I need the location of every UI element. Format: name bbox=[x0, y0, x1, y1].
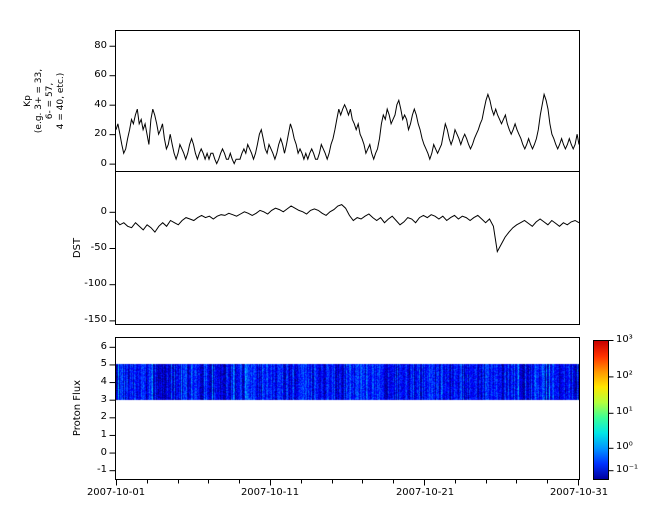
y-tick-label: 80 bbox=[94, 39, 107, 51]
x-tick-label: 2007-10-11 bbox=[240, 487, 300, 498]
x-tick-label: 2007-10-21 bbox=[395, 487, 455, 498]
proton-flux-spectrogram bbox=[116, 338, 579, 479]
kp-axis-label: Kp (e.g. 3+ = 33, 6- = 57, 4 = 40, etc.) bbox=[23, 26, 67, 176]
y-tick-label: 20 bbox=[94, 128, 107, 140]
y-tick-label: 3 bbox=[100, 393, 107, 405]
y-tick-label: 4 bbox=[100, 376, 107, 388]
kp-line-plot bbox=[116, 92, 579, 165]
y-tick-label: -150 bbox=[84, 314, 107, 326]
y-tick-label: 0 bbox=[100, 446, 107, 458]
x-tick-label: 2007-10-01 bbox=[86, 487, 146, 498]
kp-axis-label-line: Kp bbox=[23, 95, 33, 107]
colorbar bbox=[593, 340, 609, 480]
dst-panel bbox=[115, 172, 580, 325]
colorbar-tick-label: 10³ bbox=[616, 334, 633, 345]
colorbar-tick-label: 10² bbox=[616, 370, 633, 381]
y-tick-label: 5 bbox=[100, 358, 107, 370]
colorbar-tick-label: 10¹ bbox=[616, 406, 633, 417]
y-tick-label: -1 bbox=[97, 464, 107, 476]
y-tick-label: 60 bbox=[94, 69, 107, 81]
y-tick-label: -50 bbox=[90, 242, 107, 253]
kp-axis-label-line: 6- = 57, bbox=[45, 82, 55, 120]
y-tick-label: 1 bbox=[100, 428, 107, 440]
y-tick-label: 0 bbox=[100, 157, 107, 169]
dst-line-plot bbox=[116, 204, 579, 254]
y-tick-label: 6 bbox=[100, 340, 107, 352]
y-tick-label: 40 bbox=[94, 98, 107, 110]
kp-panel bbox=[115, 30, 580, 172]
kp-axis-label-line: (e.g. 3+ = 33, bbox=[34, 68, 44, 134]
y-tick-label: -100 bbox=[84, 278, 107, 290]
y-tick-label: 0 bbox=[100, 205, 107, 217]
colorbar-tick-label: 10⁰ bbox=[616, 441, 633, 452]
colorbar-tick-label: 10⁻¹ bbox=[616, 464, 639, 475]
y-tick-label: 2 bbox=[100, 411, 107, 423]
proton-flux-panel bbox=[115, 337, 580, 480]
x-tick-label: 2007-10-31 bbox=[549, 487, 609, 498]
